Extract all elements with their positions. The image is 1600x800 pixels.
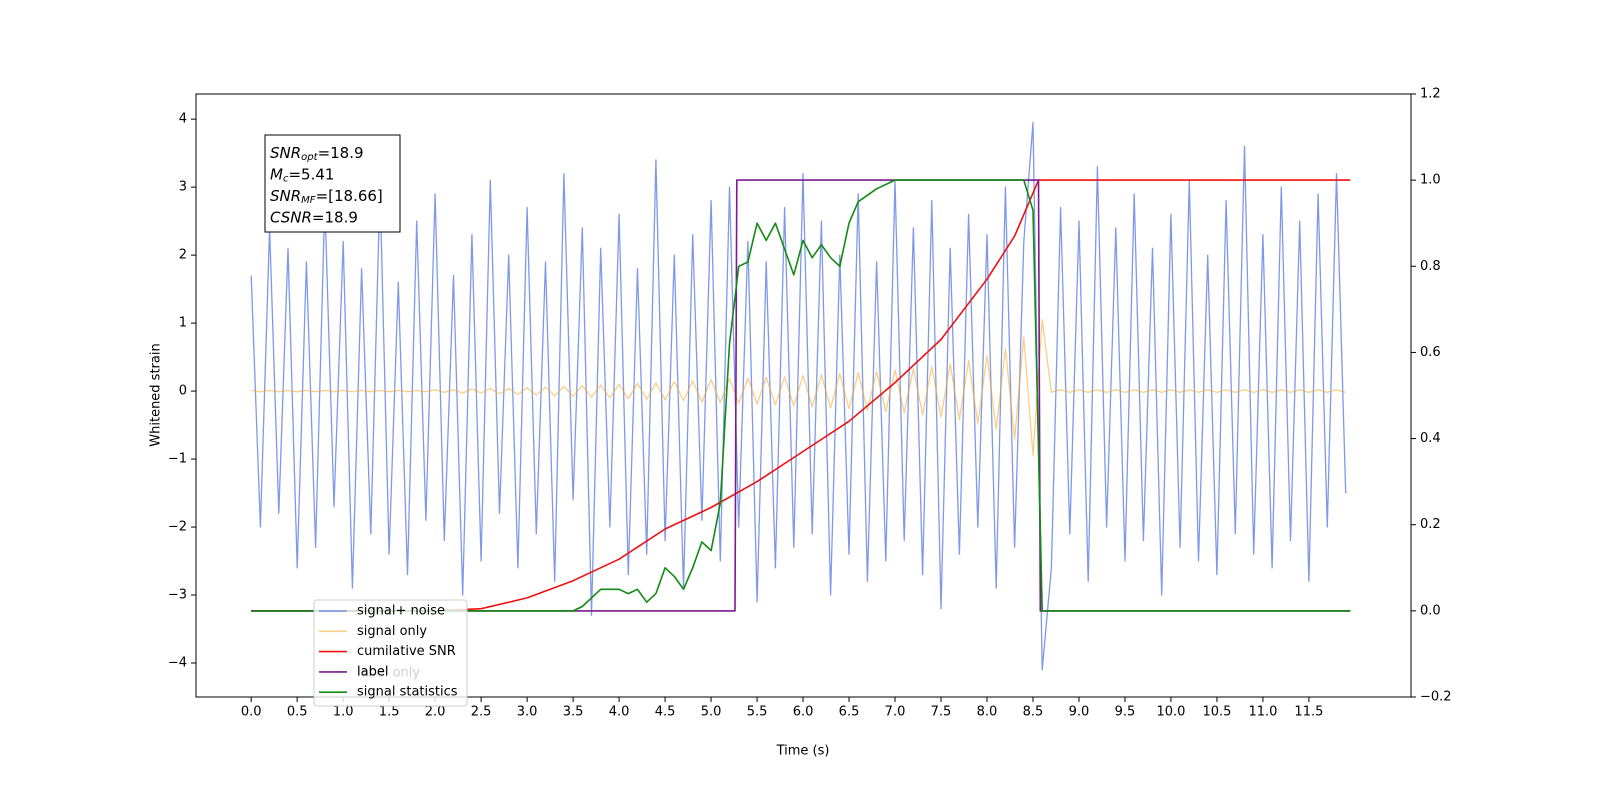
y-tick-label: −2 (168, 520, 187, 535)
legend-frame (313, 599, 468, 707)
x-tick-label: 11.0 (1248, 705, 1277, 720)
annotation: Mc=5.41 (270, 165, 334, 185)
y2-tick-label: 0.0 (1420, 603, 1441, 618)
legend-label: signal+ noise (357, 604, 445, 619)
annotation-sub: c (283, 174, 289, 185)
annotation: SNRopt=18.9 (270, 144, 364, 164)
legend-label: signal statistics (357, 685, 458, 700)
y2-tick-label: 0.6 (1420, 345, 1441, 360)
annotation-symbol: SNR (270, 144, 301, 162)
x-tick-label: 10.0 (1156, 705, 1185, 720)
x-tick-label: 0.0 (241, 705, 262, 720)
x-tick-label: 4.5 (655, 705, 676, 720)
x-tick-label: 2.0 (425, 705, 446, 720)
series-line (251, 319, 1346, 457)
x-tick-label: 5.5 (747, 705, 768, 720)
y-tick-label: −3 (168, 588, 187, 603)
series-line (251, 179, 1351, 612)
plot-frame (195, 93, 1412, 698)
y-tick-label: −4 (168, 656, 187, 671)
x-axis-label: Time (s) (776, 744, 830, 759)
x-tick-label: 7.0 (885, 705, 906, 720)
y2-tick-label: −0.2 (1420, 690, 1452, 705)
legend-label: signal only (357, 624, 427, 639)
legend-label: cumilative SNR (357, 644, 456, 659)
annotation-symbol: SNR (270, 187, 301, 205)
annotation-value: =5.41 (288, 165, 334, 183)
y-tick-label: 3 (179, 180, 187, 195)
x-tick-label: 8.5 (1023, 705, 1044, 720)
y-axis-label: Whitened strain (149, 343, 164, 446)
legend-label: label (357, 664, 388, 679)
annotation: CSNR=18.9 (270, 208, 358, 226)
y-tick-label: −1 (168, 452, 187, 467)
x-tick-label: 0.5 (287, 705, 308, 720)
annotation: SNRMF=[18.66] (270, 187, 383, 207)
y-tick-label: 1 (179, 316, 187, 331)
x-tick-label: 8.0 (977, 705, 998, 720)
x-tick-label: 4.0 (609, 705, 630, 720)
y2-tick-label: 1.0 (1420, 173, 1441, 188)
annotation-value: =18.9 (312, 208, 358, 226)
annotation-symbol: CSNR (270, 208, 312, 226)
x-tick-label: 5.0 (701, 705, 722, 720)
annotation-symbol: M (270, 165, 283, 183)
x-tick-label: 3.5 (563, 705, 584, 720)
series-line (250, 121, 1347, 671)
annotation-sub: MF (301, 195, 316, 206)
x-tick-label: 11.5 (1294, 705, 1323, 720)
y-tick-label: 4 (179, 112, 187, 127)
x-tick-label: 1.5 (379, 705, 400, 720)
x-tick-label: 10.5 (1202, 705, 1231, 720)
x-tick-label: 6.5 (839, 705, 860, 720)
x-tick-label: 7.5 (931, 705, 952, 720)
y2-tick-label: 0.8 (1420, 259, 1441, 274)
x-tick-label: 3.0 (517, 705, 538, 720)
y2-tick-label: 0.4 (1420, 431, 1441, 446)
annotation-value: =[18.66] (316, 187, 383, 205)
annotation-frame (264, 134, 401, 233)
x-tick-label: 6.0 (793, 705, 814, 720)
series-line (251, 179, 1351, 612)
x-tick-label: 2.5 (471, 705, 492, 720)
x-tick-label: 9.5 (1115, 705, 1136, 720)
annotation-sub: opt (301, 152, 318, 163)
annotation-value: =18.9 (318, 144, 364, 162)
y2-tick-label: 0.2 (1420, 517, 1441, 532)
y2-tick-label: 1.2 (1420, 87, 1441, 102)
x-tick-label: 1.0 (333, 705, 354, 720)
legend-ghost: label only (357, 665, 420, 680)
y-tick-label: 0 (179, 384, 187, 399)
y-tick-label: 2 (179, 248, 187, 263)
x-tick-label: 9.0 (1069, 705, 1090, 720)
